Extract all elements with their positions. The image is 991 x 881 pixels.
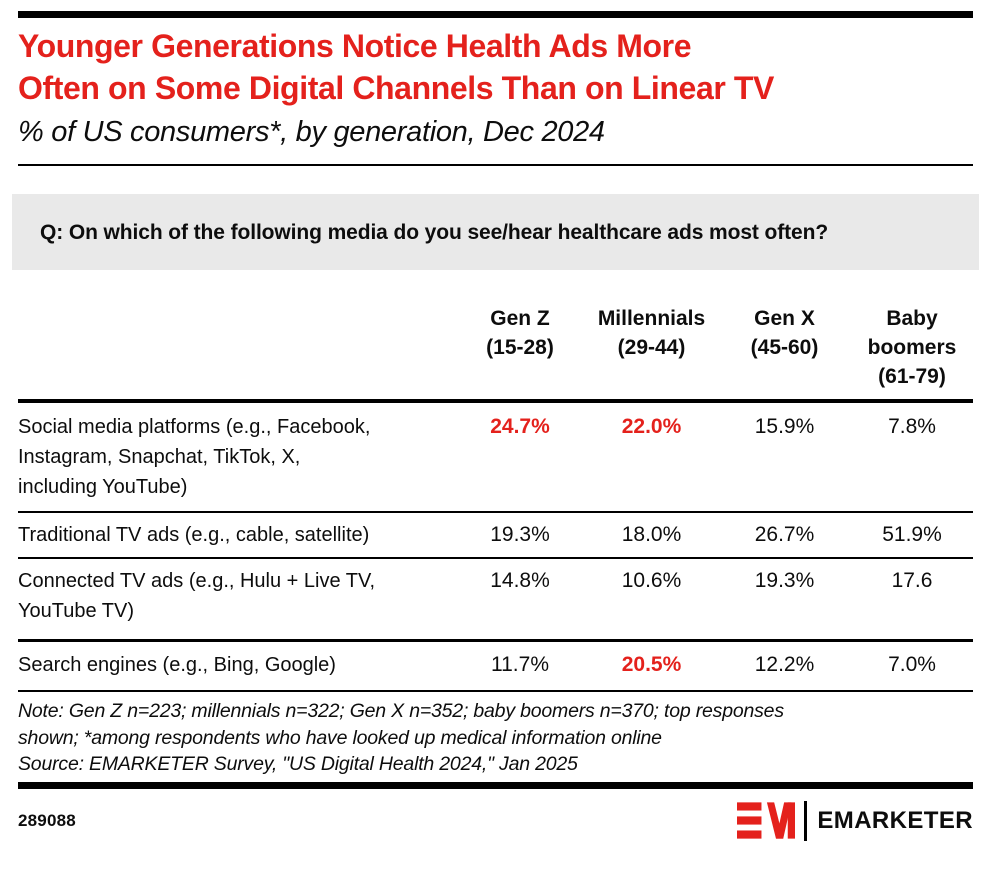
row-label-line: YouTube TV) [18, 600, 135, 622]
column-header-baby-boomers: Baby boomers (61-79) [851, 304, 973, 391]
cell-value: 19.3% [490, 523, 550, 546]
cell-value: 18.0% [621, 523, 682, 546]
row-label-line: including YouTube) [18, 476, 188, 498]
cell-value: 7.0% [888, 653, 936, 676]
row-label-line: Connected TV ads (e.g., Hulu + Live TV, [18, 570, 376, 592]
cell-value: 15.9% [754, 415, 815, 438]
row-label-line: Social media platforms (e.g., Facebook, [18, 416, 371, 438]
table-row-traditional-tv: Traditional TV ads (e.g., cable, satelli… [18, 513, 973, 557]
cell-value: 12.2% [754, 653, 815, 676]
brand-wordmark: EMARKETER [817, 806, 973, 834]
row-label-line: Instagram, Snapchat, TikTok, X, [18, 446, 301, 468]
survey-question-box: Q: On which of the following media do yo… [12, 194, 979, 270]
table-row-connected-tv: Connected TV ads (e.g., Hulu + Live TV, … [18, 559, 973, 639]
row-divider [18, 557, 973, 559]
column-header-line: (45-60) [750, 336, 819, 359]
page-subtitle: % of US consumers*, by generation, Dec 2… [18, 116, 605, 148]
row-label: Social media platforms (e.g., Facebook, … [18, 412, 455, 502]
column-header-line: Gen X [754, 307, 815, 330]
note-text: Note: Gen Z n=223; millennials n=322; Ge… [18, 700, 784, 722]
row-label-line: Search engines (e.g., Bing, Google) [18, 654, 336, 676]
row-label-line: Traditional TV ads (e.g., cable, satelli… [18, 524, 370, 546]
column-header-line: (15-28) [486, 336, 554, 359]
footnotes: Note: Gen Z n=223; millennials n=322; Ge… [18, 698, 973, 778]
table-bottom-divider [18, 690, 973, 692]
column-header-millennials: Millennials (29-44) [585, 304, 718, 362]
cell-value-highlighted: 22.0% [621, 415, 682, 438]
note-text: shown; *among respondents who have looke… [18, 726, 662, 749]
row-divider [18, 511, 973, 513]
cell-value: 26.7% [754, 523, 815, 546]
table-row-social-media: Social media platforms (e.g., Facebook, … [18, 403, 973, 511]
column-header-line: boomers [867, 336, 957, 359]
column-header-line: (29-44) [617, 336, 686, 359]
logo-separator [804, 800, 808, 841]
source-text: Source: EMARKETER Survey, "US Digital He… [18, 753, 578, 775]
em-logo-icon [737, 802, 796, 839]
emarketer-logo: EMARKETER [737, 800, 973, 841]
table-header-row: Gen Z (15-28) Millennials (29-44) Gen X … [18, 304, 973, 399]
subtitle-divider [18, 164, 973, 166]
column-header-line: Gen Z [490, 307, 550, 330]
cell-value: 10.6% [621, 569, 682, 592]
footer-divider [18, 781, 973, 789]
cell-value-highlighted: 24.7% [490, 415, 550, 438]
top-divider [18, 11, 973, 18]
column-header-line: Millennials [597, 307, 706, 330]
cell-value: 17.6 [891, 569, 933, 592]
column-header-gen-z: Gen Z (15-28) [455, 304, 585, 362]
cell-value: 51.9% [882, 523, 942, 546]
column-header-line: (61-79) [878, 365, 946, 388]
title-line-2: Often on Some Digital Channels Than on L… [18, 70, 774, 106]
row-label: Search engines (e.g., Bing, Google) [18, 650, 455, 680]
column-header-line: Baby [886, 307, 938, 330]
row-label: Connected TV ads (e.g., Hulu + Live TV, … [18, 566, 455, 626]
title-line-1: Younger Generations Notice Health Ads Mo… [18, 28, 692, 64]
page-title: Younger Generations Notice Health Ads Mo… [18, 25, 973, 109]
column-header-gen-x: Gen X (45-60) [718, 304, 851, 362]
row-divider [18, 639, 973, 642]
data-table: Gen Z (15-28) Millennials (29-44) Gen X … [18, 304, 973, 692]
cell-value-highlighted: 20.5% [621, 653, 682, 676]
table-row-search-engines: Search engines (e.g., Bing, Google) 11.7… [18, 642, 973, 690]
chart-page: Younger Generations Notice Health Ads Mo… [0, 11, 991, 841]
cell-value: 11.7% [491, 653, 549, 676]
footer: 289088 EMARKETER [18, 800, 973, 841]
chart-id: 289088 [18, 810, 76, 830]
header-divider [18, 399, 973, 403]
cell-value: 14.8% [490, 569, 550, 592]
cell-value: 7.8% [888, 415, 936, 438]
cell-value: 19.3% [754, 569, 815, 592]
row-label: Traditional TV ads (e.g., cable, satelli… [18, 520, 455, 550]
